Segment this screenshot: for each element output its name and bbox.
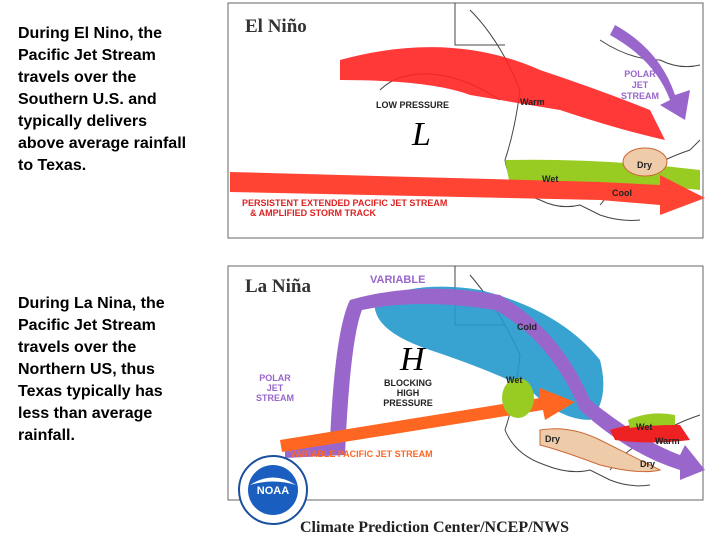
wet-area bbox=[628, 413, 675, 428]
text-line: to Texas. bbox=[18, 157, 86, 174]
label: VARIABLE bbox=[370, 274, 425, 286]
label: Cool bbox=[612, 188, 632, 198]
label: Cold bbox=[517, 322, 537, 332]
text-line: During La Nina, the bbox=[18, 295, 165, 312]
label: Wet bbox=[636, 422, 652, 432]
label: JET bbox=[632, 80, 649, 90]
label: Wet bbox=[506, 375, 522, 385]
label: JET bbox=[267, 383, 284, 393]
label: POLAR bbox=[624, 69, 656, 79]
caption: VARIABLE PACIFIC JET STREAM bbox=[290, 449, 433, 459]
label: STREAM bbox=[621, 91, 659, 101]
label: Dry bbox=[545, 434, 560, 444]
text-line: travels over the bbox=[18, 339, 136, 356]
credit: Climate Prediction Center/NCEP/NWS bbox=[300, 519, 569, 536]
warm-area bbox=[610, 423, 690, 443]
text-line: Northern US, thus bbox=[18, 361, 155, 378]
text-line: typically delivers bbox=[18, 113, 147, 130]
text-line: During El Nino, the bbox=[18, 25, 162, 42]
caption: PERSISTENT EXTENDED PACIFIC JET STREAM bbox=[242, 198, 447, 208]
polar-jet bbox=[610, 25, 690, 120]
noaa-logo: NOAA bbox=[238, 455, 308, 525]
dry-area bbox=[622, 147, 668, 177]
pacific-jet bbox=[230, 172, 705, 215]
el-nino-map: El Niño POLAR JET STREAM LOW PRESSURE L … bbox=[227, 2, 705, 239]
wet-area bbox=[502, 378, 534, 418]
text-line: Texas typically has bbox=[18, 383, 163, 400]
high-symbol: H bbox=[399, 341, 427, 378]
logo-text: NOAA bbox=[257, 485, 289, 497]
text-line: Southern U.S. and bbox=[18, 91, 157, 108]
label: LOW PRESSURE bbox=[376, 100, 449, 110]
text-line: above average rainfall bbox=[18, 135, 186, 152]
el-nino-text: During El Nino, the Pacific Jet Stream t… bbox=[18, 25, 186, 174]
low-symbol: L bbox=[411, 116, 431, 153]
text-line: Pacific Jet Stream bbox=[18, 47, 156, 64]
label: PRESSURE bbox=[383, 398, 433, 408]
label: HIGH bbox=[397, 388, 420, 398]
label: Dry bbox=[637, 160, 652, 170]
text-line: Pacific Jet Stream bbox=[18, 317, 156, 334]
la-nina-text: During La Nina, the Pacific Jet Stream t… bbox=[18, 295, 165, 444]
text-line: rainfall. bbox=[18, 427, 75, 444]
dry-area bbox=[539, 428, 662, 473]
caption: & AMPLIFIED STORM TRACK bbox=[250, 208, 376, 218]
pacific-jet bbox=[280, 388, 575, 452]
label: Warm bbox=[655, 436, 680, 446]
text-line: travels over the bbox=[18, 69, 136, 86]
label: Warm bbox=[520, 97, 545, 107]
jet-band bbox=[340, 47, 665, 141]
label: Wet bbox=[542, 174, 558, 184]
la-nina-map: La Niña VARIABLE Cold H BLOCKING HIGH PR… bbox=[227, 265, 705, 501]
map-title: El Niño bbox=[245, 16, 307, 37]
map-title: La Niña bbox=[245, 276, 311, 297]
label: Dry bbox=[640, 459, 655, 469]
label: BLOCKING bbox=[384, 378, 432, 388]
text-line: less than average bbox=[18, 405, 152, 422]
blocking-area bbox=[374, 286, 604, 420]
label: STREAM bbox=[256, 393, 294, 403]
polar-jet bbox=[285, 288, 705, 480]
label: POLAR bbox=[259, 373, 291, 383]
